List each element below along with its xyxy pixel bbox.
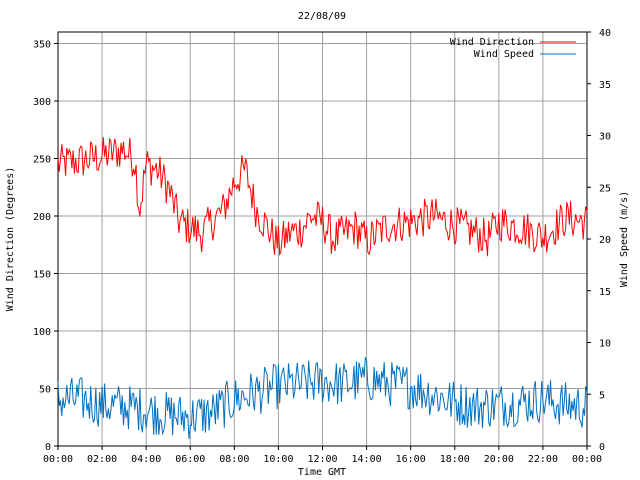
x-tick-label: 14:00	[352, 454, 382, 465]
y-tick-label-left: 150	[33, 270, 51, 281]
x-tick-label: 06:00	[175, 454, 205, 465]
axis-labels: 00:00 02:00 04:00 06:00 08:00 10:00 12:00 14:00…	[33, 28, 611, 465]
y-tick-label-right: 25	[599, 183, 611, 194]
wind-direction-line	[57, 137, 588, 257]
x-tick-label: 02:00	[87, 454, 117, 465]
legend-label-wind-direction: Wind Direction	[450, 37, 534, 48]
y-tick-label-right: 5	[599, 390, 605, 401]
wind-speed-line	[57, 357, 588, 440]
y-tick-label-left: 100	[33, 327, 51, 338]
x-tick-label: 10:00	[263, 454, 293, 465]
y-tick-label-left: 350	[33, 40, 51, 51]
y-tick-label-left: 300	[33, 97, 51, 108]
x-axis-label: Time GMT	[298, 467, 346, 478]
y-tick-label-right: 15	[599, 287, 611, 298]
y-tick-label-left: 50	[39, 385, 51, 396]
y-tick-label-right: 30	[599, 132, 611, 143]
series-layer	[57, 137, 588, 440]
x-tick-label: 00:00	[43, 454, 73, 465]
y-axis-label-left: Wind Direction (Degrees)	[5, 167, 16, 312]
y-tick-label-left: 0	[45, 442, 51, 453]
legend-label-wind-speed: Wind Speed	[474, 49, 534, 60]
x-tick-label: 18:00	[440, 454, 470, 465]
x-tick-label: 22:00	[528, 454, 558, 465]
grid-lines	[58, 32, 587, 446]
y-tick-label-left: 250	[33, 155, 51, 166]
y-axis-label-right: Wind Speed (m/s)	[619, 191, 630, 287]
y-tick-label-right: 0	[599, 442, 605, 453]
legend: Wind Direction Wind Speed	[450, 37, 576, 60]
x-tick-label: 16:00	[396, 454, 426, 465]
x-tick-label: 04:00	[131, 454, 161, 465]
x-tick-label: 08:00	[219, 454, 249, 465]
y-tick-label-right: 10	[599, 339, 611, 350]
x-tick-label: 00:00	[572, 454, 602, 465]
y-tick-label-left: 200	[33, 212, 51, 223]
y-tick-label-right: 35	[599, 80, 611, 91]
chart-title: 22/08/09	[298, 11, 346, 22]
y-tick-label-right: 40	[599, 28, 611, 39]
y-tick-label-right: 20	[599, 235, 611, 246]
x-tick-label: 20:00	[484, 454, 514, 465]
x-tick-label: 12:00	[307, 454, 337, 465]
